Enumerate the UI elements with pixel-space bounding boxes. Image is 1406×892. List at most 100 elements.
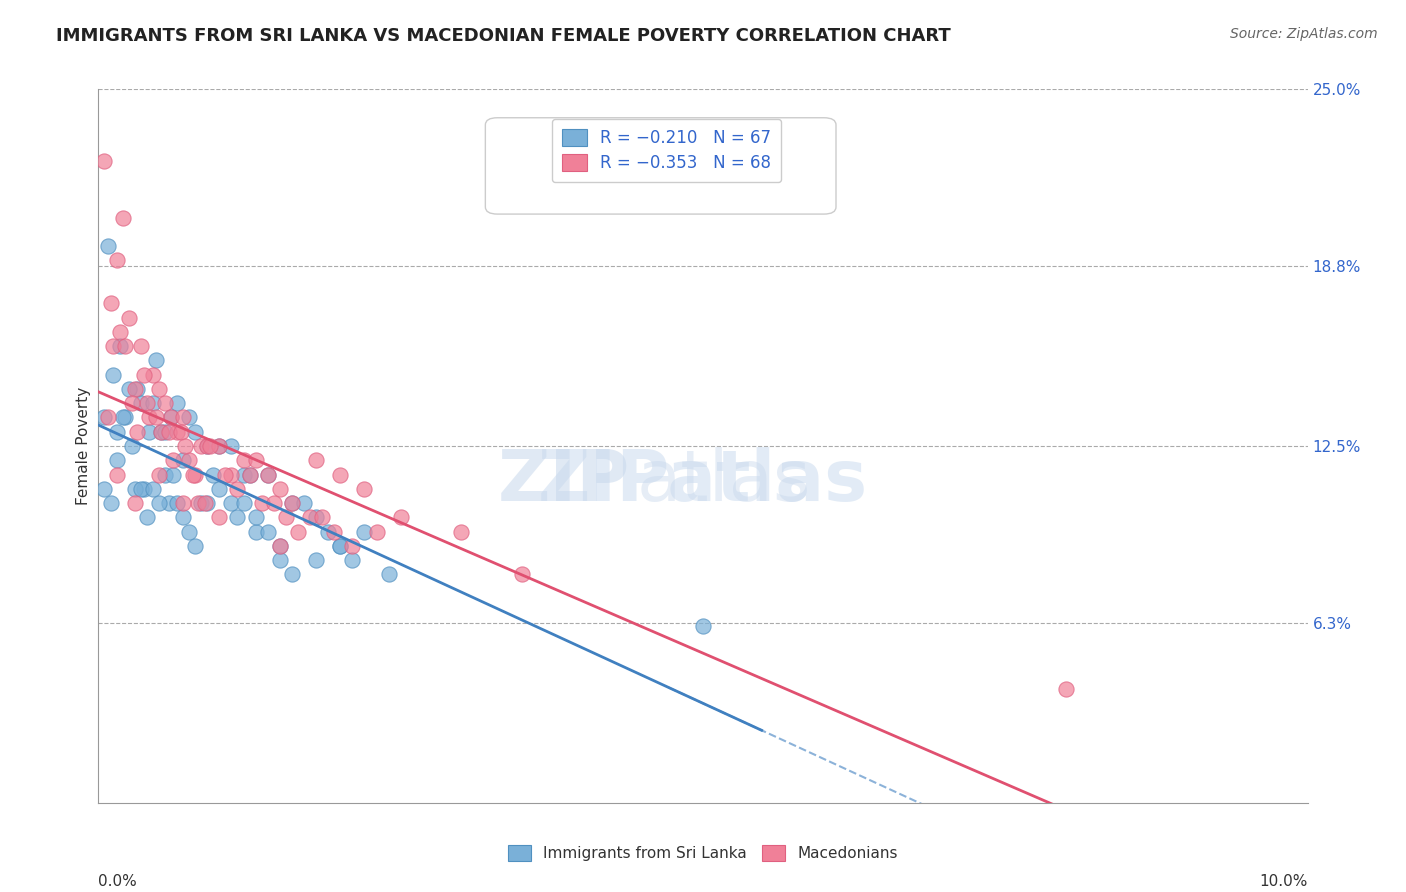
Point: [148, 467, 170, 482]
Point: [245, 524, 267, 539]
Point: [179, 453, 201, 467]
Point: [145, 353, 167, 368]
Text: IMMIGRANTS FROM SRI LANKA VS MACEDONIAN FEMALE POVERTY CORRELATION CHART: IMMIGRANTS FROM SRI LANKA VS MACEDONIAN …: [56, 27, 950, 45]
Point: [208, 482, 231, 496]
Point: [93, 410, 115, 425]
Point: [174, 439, 197, 453]
Point: [105, 467, 128, 482]
Point: [245, 453, 267, 467]
Point: [232, 496, 254, 510]
Point: [153, 396, 176, 410]
Point: [329, 539, 352, 553]
Point: [142, 482, 165, 496]
Point: [184, 467, 207, 482]
Point: [221, 467, 243, 482]
Point: [256, 467, 278, 482]
Point: [269, 553, 291, 567]
Point: [195, 439, 218, 453]
Point: [181, 467, 204, 482]
Point: [157, 425, 180, 439]
Point: [108, 325, 131, 339]
Point: [150, 425, 173, 439]
Point: [239, 467, 262, 482]
Point: [311, 510, 333, 524]
Point: [166, 425, 188, 439]
Point: [93, 153, 115, 168]
Point: [226, 510, 249, 524]
Point: [114, 410, 136, 425]
Point: [208, 439, 231, 453]
Point: [118, 382, 141, 396]
Point: [142, 396, 165, 410]
Point: [135, 396, 157, 410]
Text: ZIPatlas: ZIPatlas: [538, 447, 868, 516]
Point: [329, 467, 352, 482]
Point: [166, 396, 188, 410]
Point: [510, 567, 533, 582]
Point: [162, 467, 184, 482]
Point: [142, 368, 165, 382]
Point: [202, 467, 225, 482]
Point: [148, 382, 170, 396]
Point: [305, 510, 328, 524]
Point: [166, 496, 188, 510]
Point: [179, 524, 201, 539]
Point: [305, 453, 328, 467]
Point: [124, 482, 146, 496]
Point: [179, 410, 201, 425]
Point: [256, 467, 278, 482]
Point: [184, 425, 207, 439]
Point: [157, 496, 180, 510]
Point: [124, 382, 146, 396]
Point: [187, 496, 209, 510]
Point: [232, 467, 254, 482]
Point: [214, 467, 236, 482]
Point: [129, 339, 152, 353]
Point: [292, 496, 315, 510]
Point: [232, 453, 254, 467]
Point: [184, 539, 207, 553]
Point: [353, 482, 375, 496]
Point: [172, 496, 194, 510]
Point: [208, 510, 231, 524]
Point: [148, 496, 170, 510]
FancyBboxPatch shape: [485, 118, 837, 214]
Point: [134, 368, 156, 382]
Point: [121, 439, 143, 453]
Point: [250, 496, 273, 510]
Point: [287, 524, 309, 539]
Point: [221, 439, 243, 453]
Point: [108, 339, 131, 353]
Point: [97, 410, 120, 425]
Point: [114, 339, 136, 353]
Point: [316, 524, 339, 539]
Point: [127, 382, 149, 396]
Legend: Immigrants from Sri Lanka, Macedonians: Immigrants from Sri Lanka, Macedonians: [502, 839, 904, 867]
Point: [124, 496, 146, 510]
Point: [195, 439, 218, 453]
Point: [111, 211, 134, 225]
Point: [105, 253, 128, 268]
Text: ZIP: ZIP: [498, 447, 630, 516]
Text: 0.0%: 0.0%: [98, 874, 138, 889]
Point: [160, 410, 183, 425]
Point: [195, 496, 218, 510]
Point: [190, 496, 212, 510]
Point: [692, 619, 714, 633]
Point: [101, 339, 124, 353]
Y-axis label: Female Poverty: Female Poverty: [76, 387, 91, 505]
Point: [281, 496, 304, 510]
Point: [256, 524, 278, 539]
Point: [150, 425, 173, 439]
Point: [198, 439, 221, 453]
Point: [329, 539, 352, 553]
Point: [172, 510, 194, 524]
Point: [305, 553, 328, 567]
Point: [145, 410, 167, 425]
Point: [323, 524, 346, 539]
Point: [138, 425, 160, 439]
Point: [153, 467, 176, 482]
Point: [208, 439, 231, 453]
Point: [135, 510, 157, 524]
Point: [100, 296, 122, 310]
